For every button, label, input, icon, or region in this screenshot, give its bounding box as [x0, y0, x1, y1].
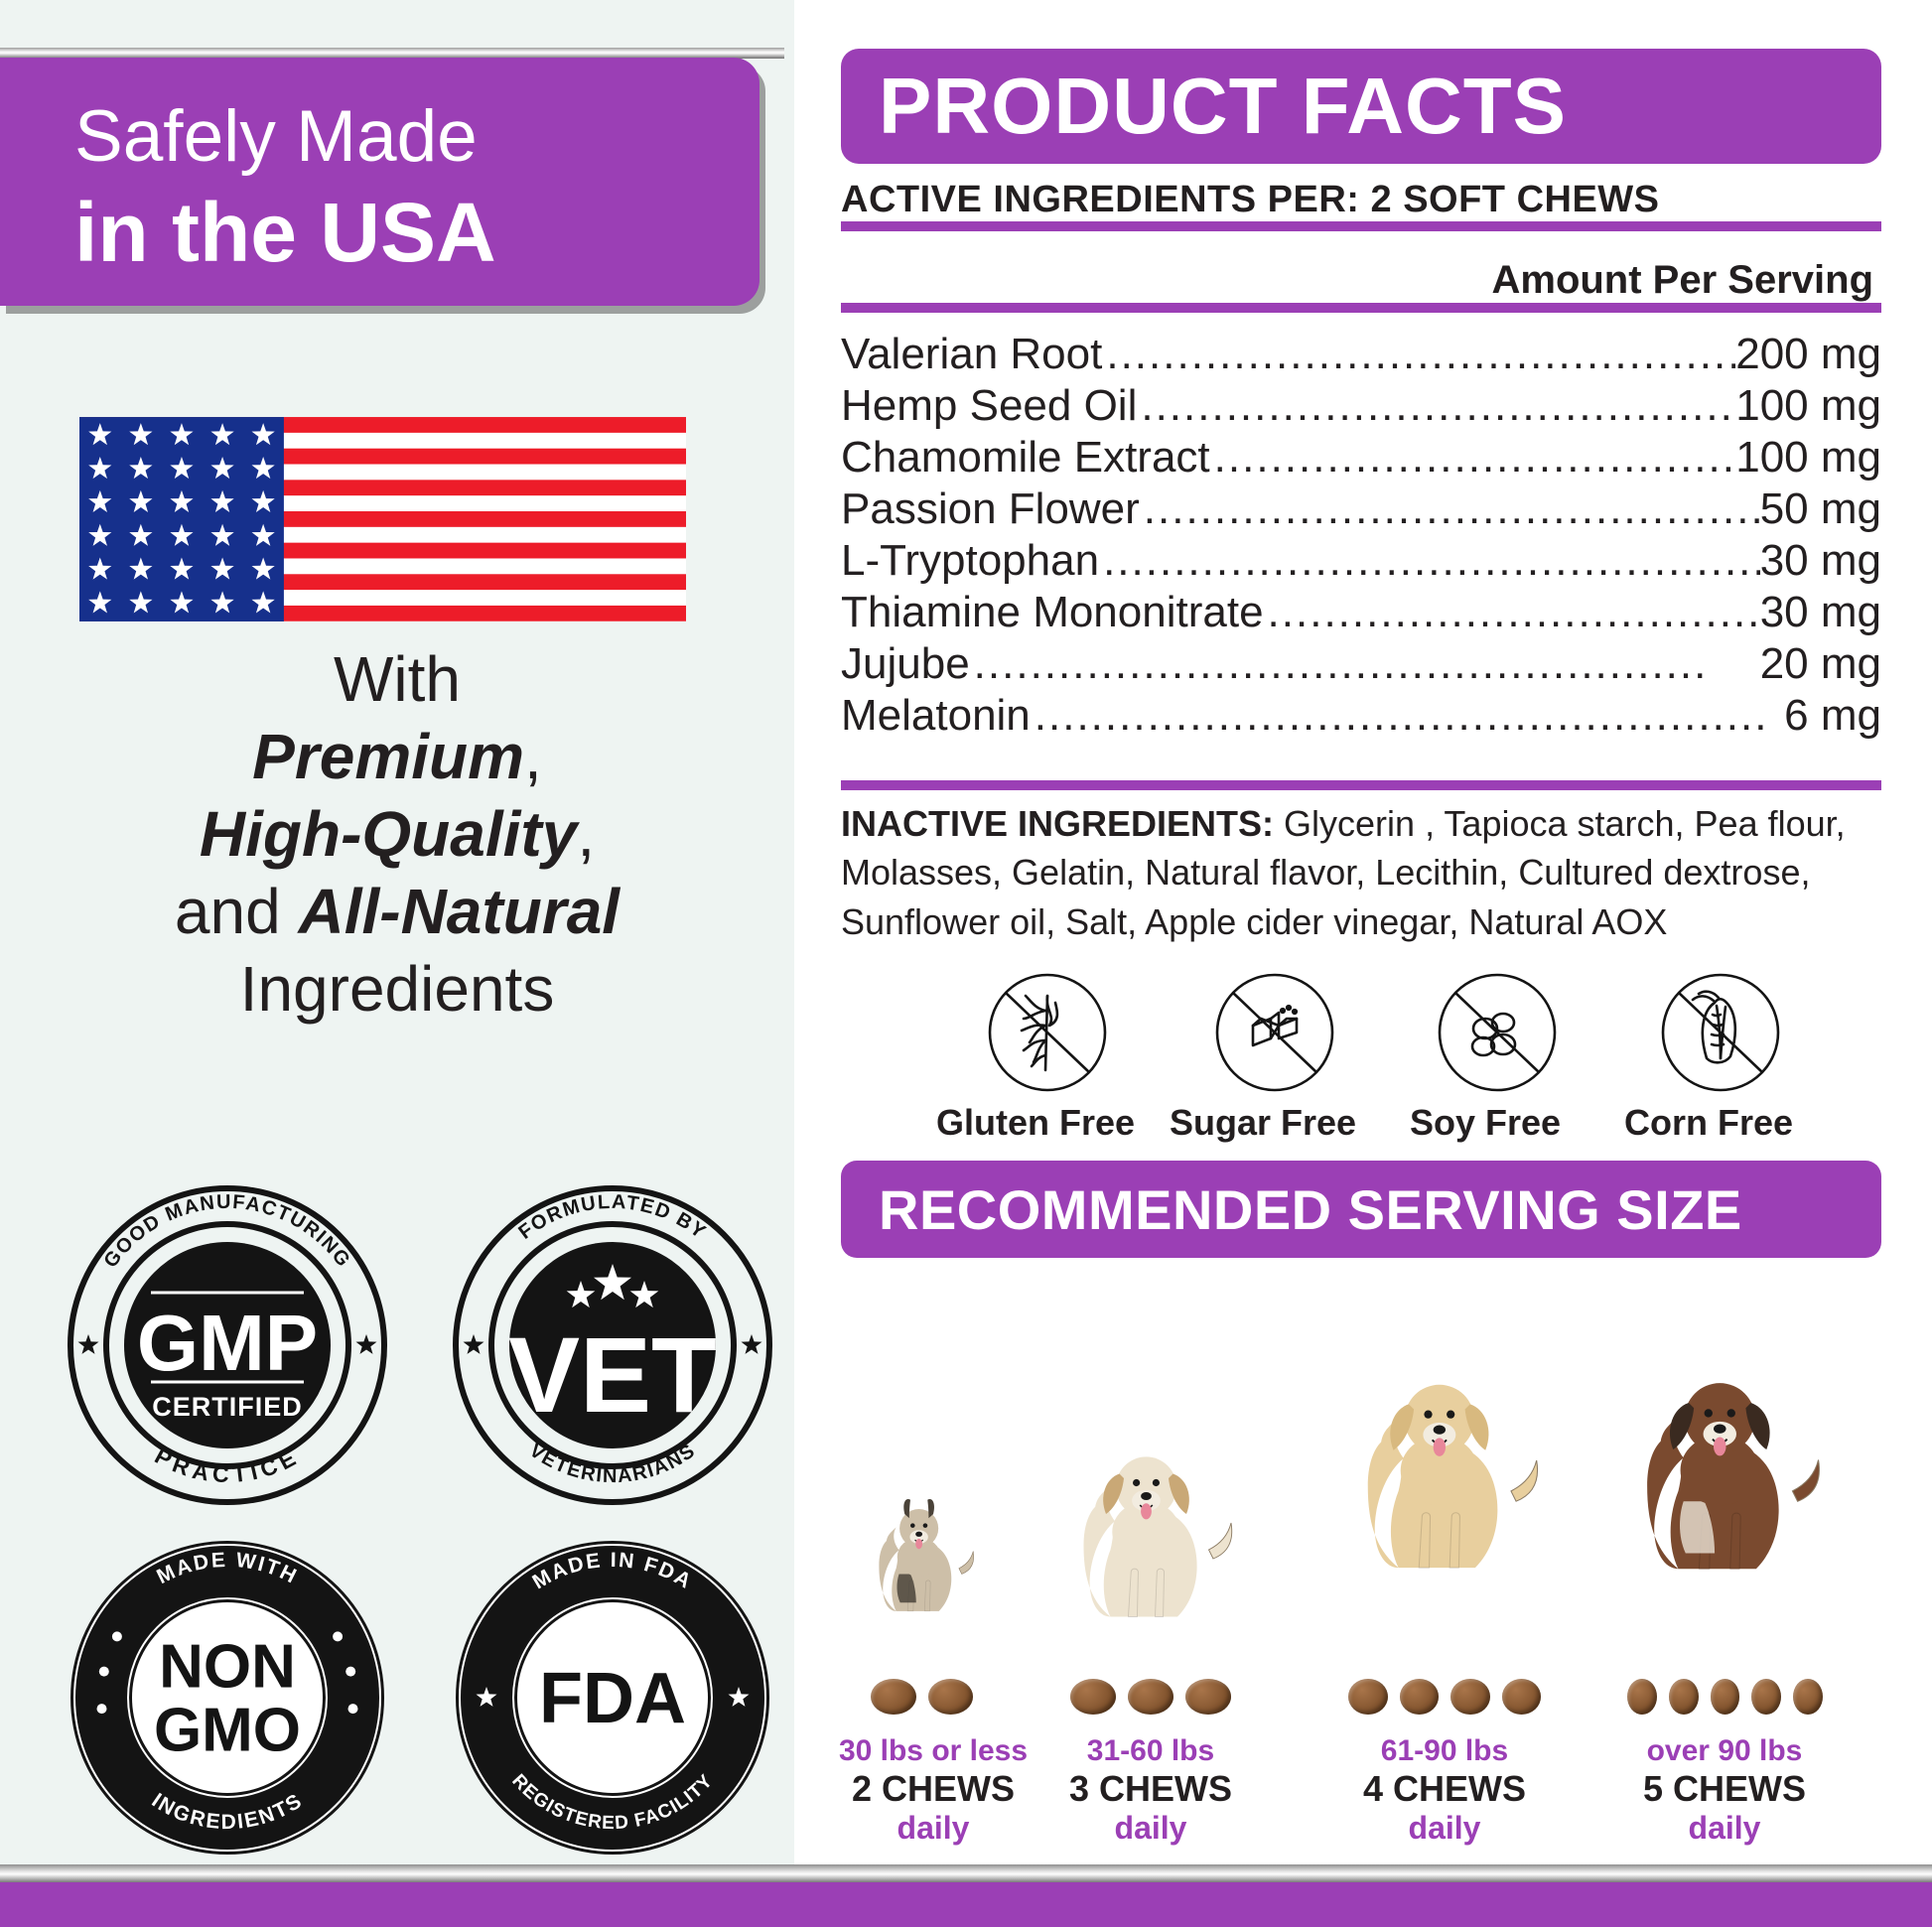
svg-text:GMO: GMO	[154, 1697, 301, 1765]
svg-text:PRACTICE: PRACTICE	[151, 1443, 304, 1487]
svg-text:NON: NON	[159, 1633, 296, 1702]
svg-text:CERTIFIED: CERTIFIED	[152, 1392, 303, 1422]
svg-text:FORMULATED BY: FORMULATED BY	[514, 1191, 710, 1244]
svg-text:GMP: GMP	[137, 1299, 318, 1387]
svg-text:FDA: FDA	[539, 1659, 686, 1738]
svg-text:VET: VET	[508, 1314, 717, 1435]
